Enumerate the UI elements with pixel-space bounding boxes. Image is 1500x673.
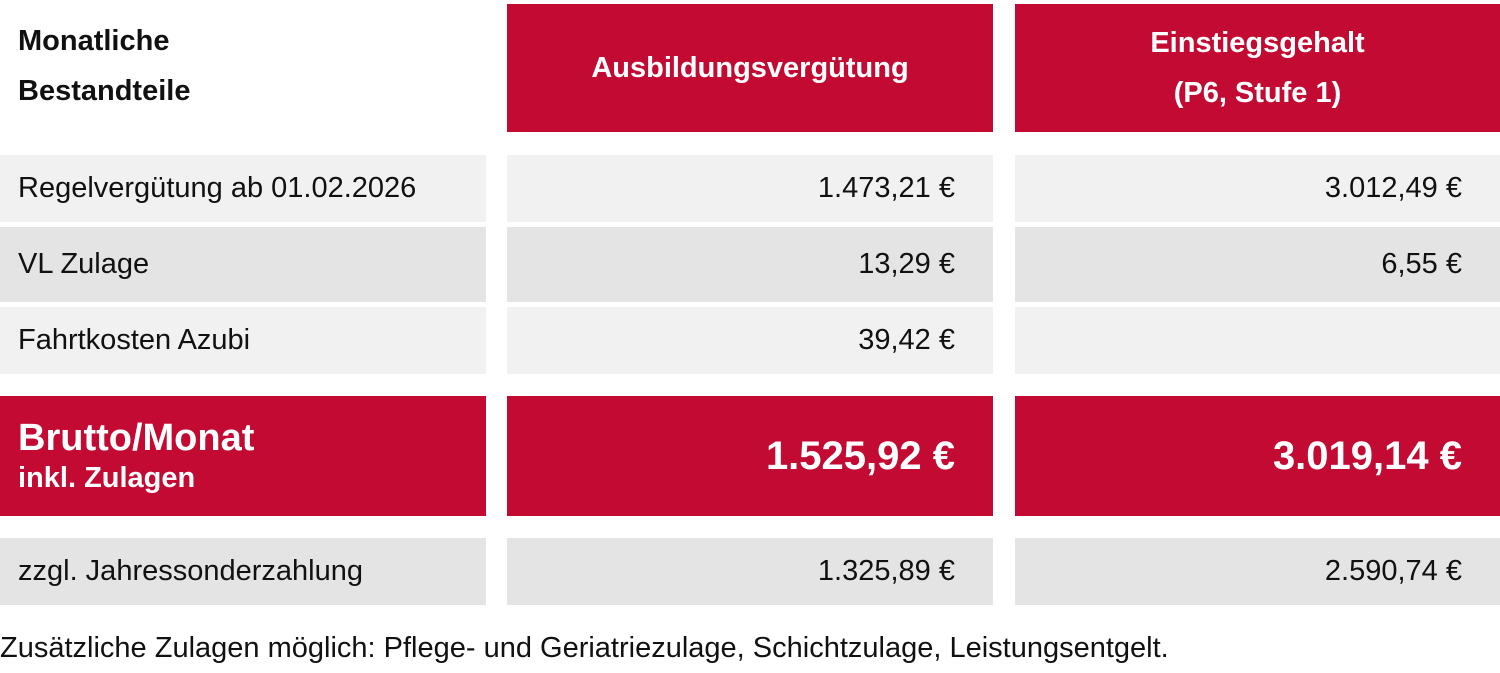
row-brutto-label: Brutto/Monat inkl. Zulagen (0, 396, 486, 516)
brutto-label-sub: inkl. Zulagen (18, 462, 196, 494)
row-vl-zulage-col1: 13,29 € (507, 227, 993, 302)
row-brutto-col1: 1.525,92 € (507, 396, 993, 516)
footnote: Zusätzliche Zulagen möglich: Pflege- und… (0, 632, 1169, 664)
brutto-label-main: Brutto/Monat (18, 417, 255, 459)
row-jahressonderzahlung-col1: 1.325,89 € (507, 538, 993, 605)
header-einstiegsgehalt: Einstiegsgehalt (P6, Stufe 1) (1015, 4, 1500, 132)
header-col2-line1: Einstiegsgehalt (1150, 27, 1365, 59)
row-regelverguetung-col2: 3.012,49 € (1015, 155, 1500, 222)
header-col1-text: Ausbildungsvergütung (591, 52, 909, 84)
header-label: Monatliche Bestandteile (0, 0, 486, 132)
row-vl-zulage-col2: 6,55 € (1015, 227, 1500, 302)
header-label-line1: Monatliche (18, 25, 170, 57)
row-fahrtkosten-label: Fahrtkosten Azubi (0, 307, 486, 374)
row-regelverguetung-col1: 1.473,21 € (507, 155, 993, 222)
header-ausbildungsverguetung: Ausbildungsvergütung (507, 4, 993, 132)
header-label-line2: Bestandteile (18, 75, 191, 107)
header-col2-line2: (P6, Stufe 1) (1173, 77, 1342, 109)
row-jahressonderzahlung-col2: 2.590,74 € (1015, 538, 1500, 605)
row-fahrtkosten-col2 (1015, 307, 1500, 374)
row-vl-zulage-label: VL Zulage (0, 227, 486, 302)
row-fahrtkosten-col1: 39,42 € (507, 307, 993, 374)
row-jahressonderzahlung-label: zzgl. Jahressonderzahlung (0, 538, 486, 605)
row-regelverguetung-label: Regelvergütung ab 01.02.2026 (0, 155, 486, 222)
row-brutto-col2: 3.019,14 € (1015, 396, 1500, 516)
